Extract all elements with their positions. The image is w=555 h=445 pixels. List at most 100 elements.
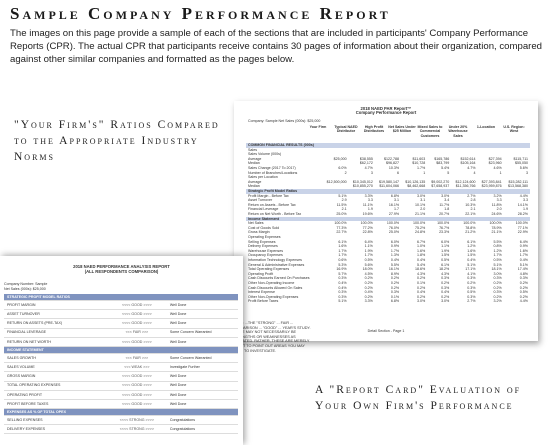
report-card-title-line1: 2018 NAED PERFORMANCE ANALYSIS REPORT xyxy=(73,264,170,269)
ratios-cell: 1 xyxy=(499,170,502,175)
ratios-cell: 19.6% xyxy=(362,212,373,216)
ratios-cell: $115,711 xyxy=(513,156,528,161)
report-card-measure: FINANCIAL LEVERAGE xyxy=(4,328,107,338)
ratios-cell: $62,172 xyxy=(359,161,373,166)
ratios-cell: 6.4% xyxy=(519,239,528,244)
ratios-cell: 0.1% xyxy=(417,280,426,285)
ratios-cell: 0.3% xyxy=(467,294,476,299)
ratios-cell: $10,855,270 xyxy=(352,184,373,189)
report-card-indicator: <<< FAIR >>> xyxy=(106,353,167,364)
ratios-cell: 20.7% xyxy=(439,212,450,216)
ratios-cell: 5.1% xyxy=(338,299,347,304)
page-title: Sample Company Performance Report xyxy=(10,4,391,23)
ratios-cell: 11.8% xyxy=(491,202,502,207)
ratios-cell xyxy=(374,216,402,222)
ratios-row: Income Statement xyxy=(246,216,530,222)
ratios-cell: 25.0% xyxy=(388,230,400,235)
ratios-cell xyxy=(322,143,349,148)
ratios-cell: 1.2% xyxy=(493,248,502,253)
ratios-row-label: Information Technology Expenses xyxy=(248,257,302,262)
report-card-evaluation: Some Concern Warranted xyxy=(166,353,238,364)
ratios-cell: 6.0% xyxy=(338,166,347,171)
report-card-indicator: <<<< STRONG >>>> xyxy=(106,415,167,426)
ratios-row: Number of Branches/Locations 2 3 6 1 5 4 1 3 xyxy=(246,171,530,176)
report-card-measure: SELLING EXPENSES xyxy=(4,415,107,426)
ratios-cell: 100.0% xyxy=(360,221,373,226)
ratios-cell: 8.9% xyxy=(390,271,400,276)
ratios-cell: 0.4% xyxy=(390,257,400,262)
ratios-row: Operating Expenses xyxy=(246,235,530,240)
ratios-cell: $11,603 xyxy=(412,156,426,161)
ratios-row: Other Non-Operating Expenses 0.3% 0.2% 0.1%… xyxy=(246,295,530,300)
ratios-cell: 21.1% xyxy=(415,212,426,216)
ratios-cell: 1.7% xyxy=(364,253,373,258)
ratios-cell: 100.0% xyxy=(334,221,347,226)
ratios-cell: 5.4% xyxy=(441,166,450,171)
ratios-row: Average $12,500,000 $10,345,012 $19,580,147… xyxy=(246,180,530,185)
ratios-cell: 0.2% xyxy=(364,280,373,285)
ratios-row: Total Operating Expenses 16.9% 18.0% 16.1% 1… xyxy=(246,267,530,272)
ratios-cell: 0.2% xyxy=(467,280,476,285)
ratios-cell: 10.3% xyxy=(388,166,400,171)
ratios-cell: 0.4% xyxy=(441,290,450,295)
report-card-evaluation: Well Done xyxy=(166,390,238,400)
ratios-cell: 3.0% xyxy=(417,193,426,198)
ratios-cell: 0.2% xyxy=(417,285,426,290)
ratios-cell: 0.4% xyxy=(338,285,347,290)
report-card-indicator: <<<< GOOD >>>> xyxy=(106,399,167,410)
ratios-row-label: Return on Net Worth - Before Tax xyxy=(248,212,302,216)
ratios-row: Occupancy Expenses 1.7% 1.7% 1.3% 1.8% 1.5% 1.… xyxy=(246,253,530,258)
ratios-cell: 3.3% xyxy=(364,193,373,198)
ratios-cell: 0.5% xyxy=(467,290,476,295)
ratios-cell: 76.7% xyxy=(439,225,450,230)
ratios-cell: 0.2% xyxy=(417,276,426,281)
ratios-cell xyxy=(401,216,428,222)
ratios-row-label: Return on Assets - Before Tax xyxy=(248,202,296,207)
ratios-cell: 0.2% xyxy=(519,285,528,290)
ratios-cell: 0.3% xyxy=(493,276,502,281)
ratios-cell: $10,728 xyxy=(412,161,426,166)
ratios-cell: 5.4% xyxy=(417,262,426,267)
ratios-row: Median $10,855,270 $11,604,066 $8,462,668 $7… xyxy=(246,184,530,189)
ratios-cell: $27,393,841 xyxy=(481,179,502,184)
ratios-cell: 0.3% xyxy=(338,290,347,295)
ratios-cell: 6.7% xyxy=(417,239,426,244)
ratios-row-label: Median xyxy=(248,161,260,166)
ratios-row-label: Median xyxy=(248,184,260,189)
ratios-cell: 4 xyxy=(473,170,476,175)
ratios-cell: 3.0% xyxy=(441,299,450,304)
ratios-cell: 3.2% xyxy=(493,299,502,304)
ratios-row: Cash Discounts Allowed On Sales 0.4% 0.2% 0… xyxy=(246,285,530,290)
report-card-evaluation: Well Done xyxy=(166,309,238,320)
ratios-cell: 0.2% xyxy=(364,285,373,290)
ratios-cell: $10,345,012 xyxy=(352,179,373,184)
ratios-cell: 100.0% xyxy=(515,221,528,226)
report-card-indicator: <<<< GOOD >>>> xyxy=(106,390,167,400)
ratios-cell xyxy=(451,216,478,222)
report-card-indicator: <<<< GOOD >>>> xyxy=(106,309,167,320)
ratios-column-header: 1-Location xyxy=(476,125,496,129)
ratios-cell: $23,959,876 xyxy=(481,184,502,189)
report-card-measure: RETURN ON ASSETS (PRE-TAX) xyxy=(4,318,107,329)
report-card-indicator xyxy=(106,346,167,354)
ratios-cell: 0.3% xyxy=(493,290,502,295)
ratios-cell xyxy=(503,216,530,222)
ratios-row-label: COMMON FINANCIAL RESULTS (000s) xyxy=(246,143,323,148)
ratios-cell: 5 xyxy=(447,170,450,175)
ratios-row-label: Warehouse Expenses xyxy=(248,248,284,253)
ratios-row: Cost of Goods Sold 77.3% 77.2% 76.0% 75.2% 76… xyxy=(246,226,530,231)
report-card-row: FINANCIAL LEVERAGE <<< FAIR >>> Some Conce… xyxy=(4,328,238,338)
ratios-cell: 77.2% xyxy=(362,225,373,230)
ratios-cell: 1.9 xyxy=(523,207,528,212)
report-card-evaluation: Investigate Further xyxy=(166,362,238,373)
report-card-row: SELLING EXPENSES <<<< STRONG >>>> Congratu… xyxy=(4,415,238,426)
report-card-indicator: <<< FAIR >>> xyxy=(106,328,167,338)
ratios-cell: 1.7% xyxy=(338,248,347,253)
ratios-cell: 1.8% xyxy=(417,253,426,258)
ratios-row: Other Non-Operating Income 0.4% 0.2% 0.2% 0.… xyxy=(246,281,530,286)
ratios-cell: 6.0% xyxy=(441,239,450,244)
ratios-heading: "Your Firm's" Ratios Compared to the App… xyxy=(14,119,220,163)
report-card-measure: INCOME STATEMENT xyxy=(4,346,107,354)
ratios-row: General & Administrative Expenses 5.3% 5.6… xyxy=(246,262,530,267)
report-card-row: RETURN ON ASSETS (PRE-TAX) <<<< GOOD >>>>… xyxy=(4,318,238,329)
